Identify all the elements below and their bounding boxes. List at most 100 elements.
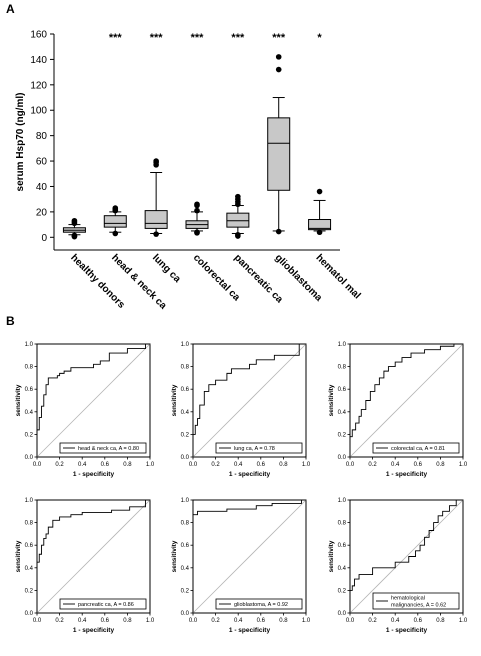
box-4: *** — [185, 32, 209, 236]
x-axis-title: 1 - specificity — [73, 627, 115, 634]
x-tick-label: 1.0 — [146, 618, 155, 624]
y-tick-label: 1.0 — [181, 342, 190, 348]
outlier-point — [112, 230, 119, 237]
outlier-point — [194, 201, 200, 208]
legend: colorectal ca, A = 0.81 — [372, 442, 460, 454]
legend-label: malignancies, A = 0.62 — [391, 603, 446, 609]
x-tick-label: 0.6 — [257, 462, 266, 468]
legend: lung ca, A = 0.78 — [215, 442, 303, 454]
y-tick-label: 0 — [41, 233, 47, 244]
y-tick-label: 0.0 — [181, 455, 190, 461]
y-tick-label: 0.4 — [25, 566, 34, 572]
significance-label: *** — [191, 32, 205, 44]
reference-diagonal — [192, 343, 307, 458]
x-tick-label: 0.6 — [101, 462, 110, 468]
y-tick-label: 40 — [36, 182, 48, 193]
y-tick-label: 0.2 — [25, 432, 34, 438]
y-tick-label: 0.6 — [25, 387, 34, 393]
legend-label: glioblastoma, A = 0.92 — [234, 602, 288, 608]
roc-curve — [349, 499, 463, 613]
reference-diagonal — [349, 499, 464, 614]
roc-plot-1: 0.00.0 0.2 0.2 0.4 0.4 0.6 0.6 0.8 0.8 1.0 1.0 1 - … — [15, 342, 155, 478]
roc-plot-6: 0.00.0 0.2 0.2 0.4 0.4 0.6 0.6 0.8 0.8 1.0 1.0 1 - … — [328, 498, 468, 634]
y-tick-label: 0.8 — [338, 365, 347, 371]
legend-box — [215, 442, 303, 454]
x-tick-label: 0.4 — [391, 462, 400, 468]
x-tick-label: 0.6 — [101, 618, 110, 624]
x-tick-label: 0.8 — [436, 618, 445, 624]
y-tick-label: 0.4 — [181, 410, 190, 416]
outlier-point — [153, 158, 159, 164]
x-tick-label: 0.0 — [346, 462, 355, 468]
y-tick-label: 100 — [30, 106, 47, 117]
roc-curve — [36, 499, 150, 613]
x-tick-label: 1.0 — [146, 462, 155, 468]
y-tick-label: 0.6 — [25, 543, 34, 549]
y-tick-label: 0.2 — [181, 432, 190, 438]
x-tick-label: 0.0 — [33, 618, 42, 624]
legend: head & neck ca, A = 0.80 — [59, 442, 147, 454]
outlier-point — [194, 229, 200, 236]
y-tick-label: 0.0 — [25, 455, 34, 461]
y-tick-label: 1.0 — [25, 342, 34, 348]
y-tick-label: 0.4 — [338, 566, 347, 572]
y-axis-title: sensitivity — [328, 540, 335, 572]
legend: glioblastoma, A = 0.92 — [215, 598, 303, 610]
x-tick-label: 0.6 — [414, 618, 423, 624]
box-iqr — [226, 212, 250, 228]
x-tick-label: 1.0 — [459, 618, 468, 624]
y-tick-label: 0.4 — [181, 566, 190, 572]
y-axis-title: sensitivity — [171, 384, 178, 416]
y-tick-label: 0.6 — [338, 543, 347, 549]
x-tick-label: 1.0 — [302, 618, 311, 624]
x-tick-label: 1.0 — [459, 462, 468, 468]
significance-label: *** — [231, 32, 245, 44]
plot-frame — [36, 499, 151, 614]
y-tick-label: 0.2 — [181, 588, 190, 594]
y-tick-label: 120 — [30, 80, 47, 91]
y-tick-label: 1.0 — [338, 342, 347, 348]
x-tick-label: 1.0 — [302, 462, 311, 468]
y-tick-label: 0.6 — [181, 387, 190, 393]
box-5: *** — [226, 32, 250, 239]
outlier-point — [275, 66, 282, 73]
y-tick-label: 0.4 — [338, 410, 347, 416]
legend-box — [215, 598, 303, 610]
outlier-point — [71, 217, 78, 224]
significance-label: *** — [109, 32, 123, 44]
plot-frame — [349, 499, 464, 614]
roc-curve — [36, 343, 150, 457]
box-7: * — [308, 32, 332, 236]
x-tick-label: 0.8 — [123, 618, 132, 624]
significance-label: * — [317, 32, 322, 44]
y-tick-label: 0.0 — [338, 455, 347, 461]
x-tick-label: 0.4 — [234, 462, 243, 468]
x-tick-label: 0.8 — [436, 462, 445, 468]
outlier-point — [153, 231, 159, 237]
box-2: *** — [103, 32, 127, 237]
outlier-point — [235, 231, 241, 238]
legend-label: colorectal ca, A = 0.81 — [391, 446, 445, 452]
y-tick-label: 1.0 — [338, 498, 347, 504]
roc-plot-2: 0.00.0 0.2 0.2 0.4 0.4 0.6 0.6 0.8 0.8 1.0 1.0 1 - … — [171, 342, 311, 478]
box-6: *** — [267, 32, 291, 235]
y-axis-title: sensitivity — [15, 384, 22, 416]
x-tick-label: 0.4 — [78, 462, 87, 468]
x-axis-title: 1 - specificity — [229, 627, 271, 634]
roc-plot-4: 0.00.0 0.2 0.2 0.4 0.4 0.6 0.6 0.8 0.8 1.0 1.0 1 - … — [15, 498, 155, 634]
x-tick-label: 0.4 — [78, 618, 87, 624]
x-tick-label: 0.2 — [211, 462, 220, 468]
y-tick-label: 160 — [30, 30, 47, 41]
y-tick-label: 0.8 — [181, 365, 190, 371]
legend-label: head & neck ca, A = 0.80 — [78, 446, 139, 452]
panel-letter-b: B — [6, 314, 15, 328]
y-axis-title: sensitivity — [328, 384, 335, 416]
reference-diagonal — [192, 499, 307, 614]
y-tick-label: 0.0 — [25, 611, 34, 617]
x-tick-label: 0.2 — [55, 618, 64, 624]
y-tick-label: 0.8 — [25, 365, 34, 371]
y-axis-title: sensitivity — [15, 540, 22, 572]
roc-plot-3: 0.00.0 0.2 0.2 0.4 0.4 0.6 0.6 0.8 0.8 1.0 1.0 1 - … — [328, 342, 468, 478]
